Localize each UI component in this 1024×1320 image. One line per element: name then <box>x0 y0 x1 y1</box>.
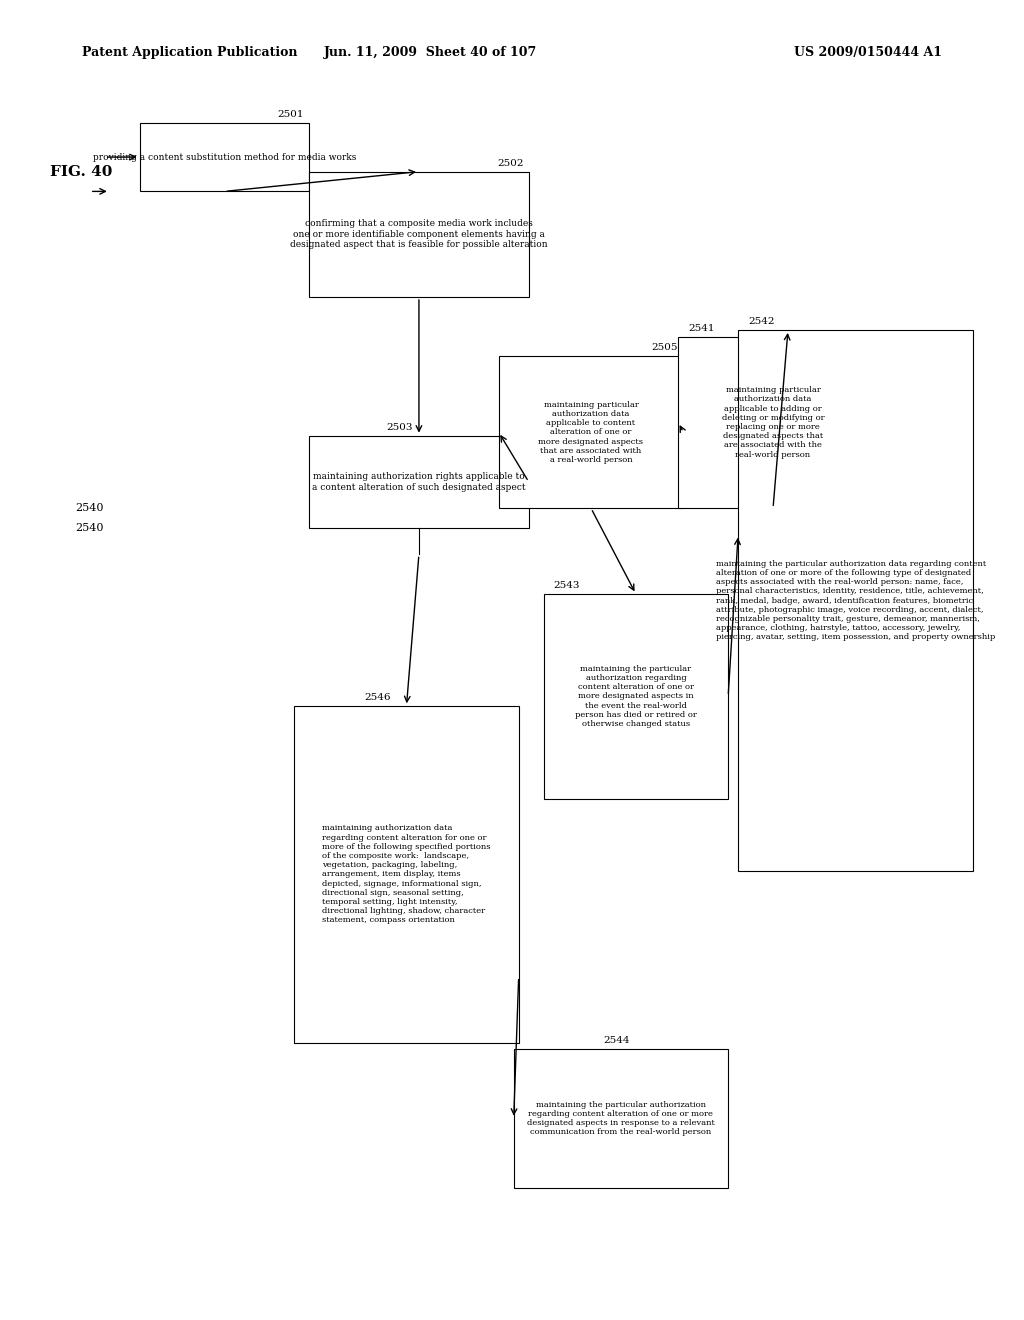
Text: maintaining authorization rights applicable to
a content alteration of such desi: maintaining authorization rights applica… <box>312 473 525 491</box>
Text: US 2009/0150444 A1: US 2009/0150444 A1 <box>794 46 942 59</box>
Text: maintaining particular
authorization data
applicable to adding or
deleting or mo: maintaining particular authorization dat… <box>722 387 824 458</box>
Text: confirming that a composite media work includes
one or more identifiable compone: confirming that a composite media work i… <box>290 219 548 249</box>
Bar <box>514 1049 728 1188</box>
Text: Jun. 11, 2009  Sheet 40 of 107: Jun. 11, 2009 Sheet 40 of 107 <box>324 46 537 59</box>
Text: maintaining particular
authorization data
applicable to content
alteration of on: maintaining particular authorization dat… <box>539 401 643 463</box>
Text: 2546: 2546 <box>365 693 390 702</box>
Text: FIG. 40: FIG. 40 <box>50 165 113 178</box>
Text: 2544: 2544 <box>603 1036 630 1045</box>
Text: 2503: 2503 <box>386 422 413 432</box>
Text: 2541: 2541 <box>688 323 715 333</box>
Text: maintaining the particular authorization
regarding content alteration of one or : maintaining the particular authorization… <box>527 1101 715 1137</box>
Bar <box>678 337 867 508</box>
Bar <box>738 330 973 871</box>
Text: 2542: 2542 <box>749 317 774 326</box>
Text: maintaining the particular authorization data regarding content
alteration of on: maintaining the particular authorization… <box>716 560 995 642</box>
Text: maintaining the particular
authorization regarding
content alteration of one or
: maintaining the particular authorization… <box>574 665 696 727</box>
Bar <box>294 706 519 1043</box>
Text: 2543: 2543 <box>554 581 580 590</box>
Text: maintaining authorization data
regarding content alteration for one or
more of t: maintaining authorization data regarding… <box>323 825 490 924</box>
Text: 2505: 2505 <box>651 343 678 352</box>
Text: Patent Application Publication: Patent Application Publication <box>82 46 297 59</box>
Text: 2501: 2501 <box>278 110 304 119</box>
Text: 2502: 2502 <box>498 158 523 168</box>
Text: 2540: 2540 <box>75 523 103 533</box>
Bar <box>139 123 309 191</box>
Bar <box>309 436 528 528</box>
Bar <box>309 172 528 297</box>
Bar <box>544 594 728 799</box>
Bar <box>499 356 683 508</box>
Text: providing a content substitution method for media works: providing a content substitution method … <box>93 153 356 161</box>
Text: 2540: 2540 <box>75 503 103 513</box>
